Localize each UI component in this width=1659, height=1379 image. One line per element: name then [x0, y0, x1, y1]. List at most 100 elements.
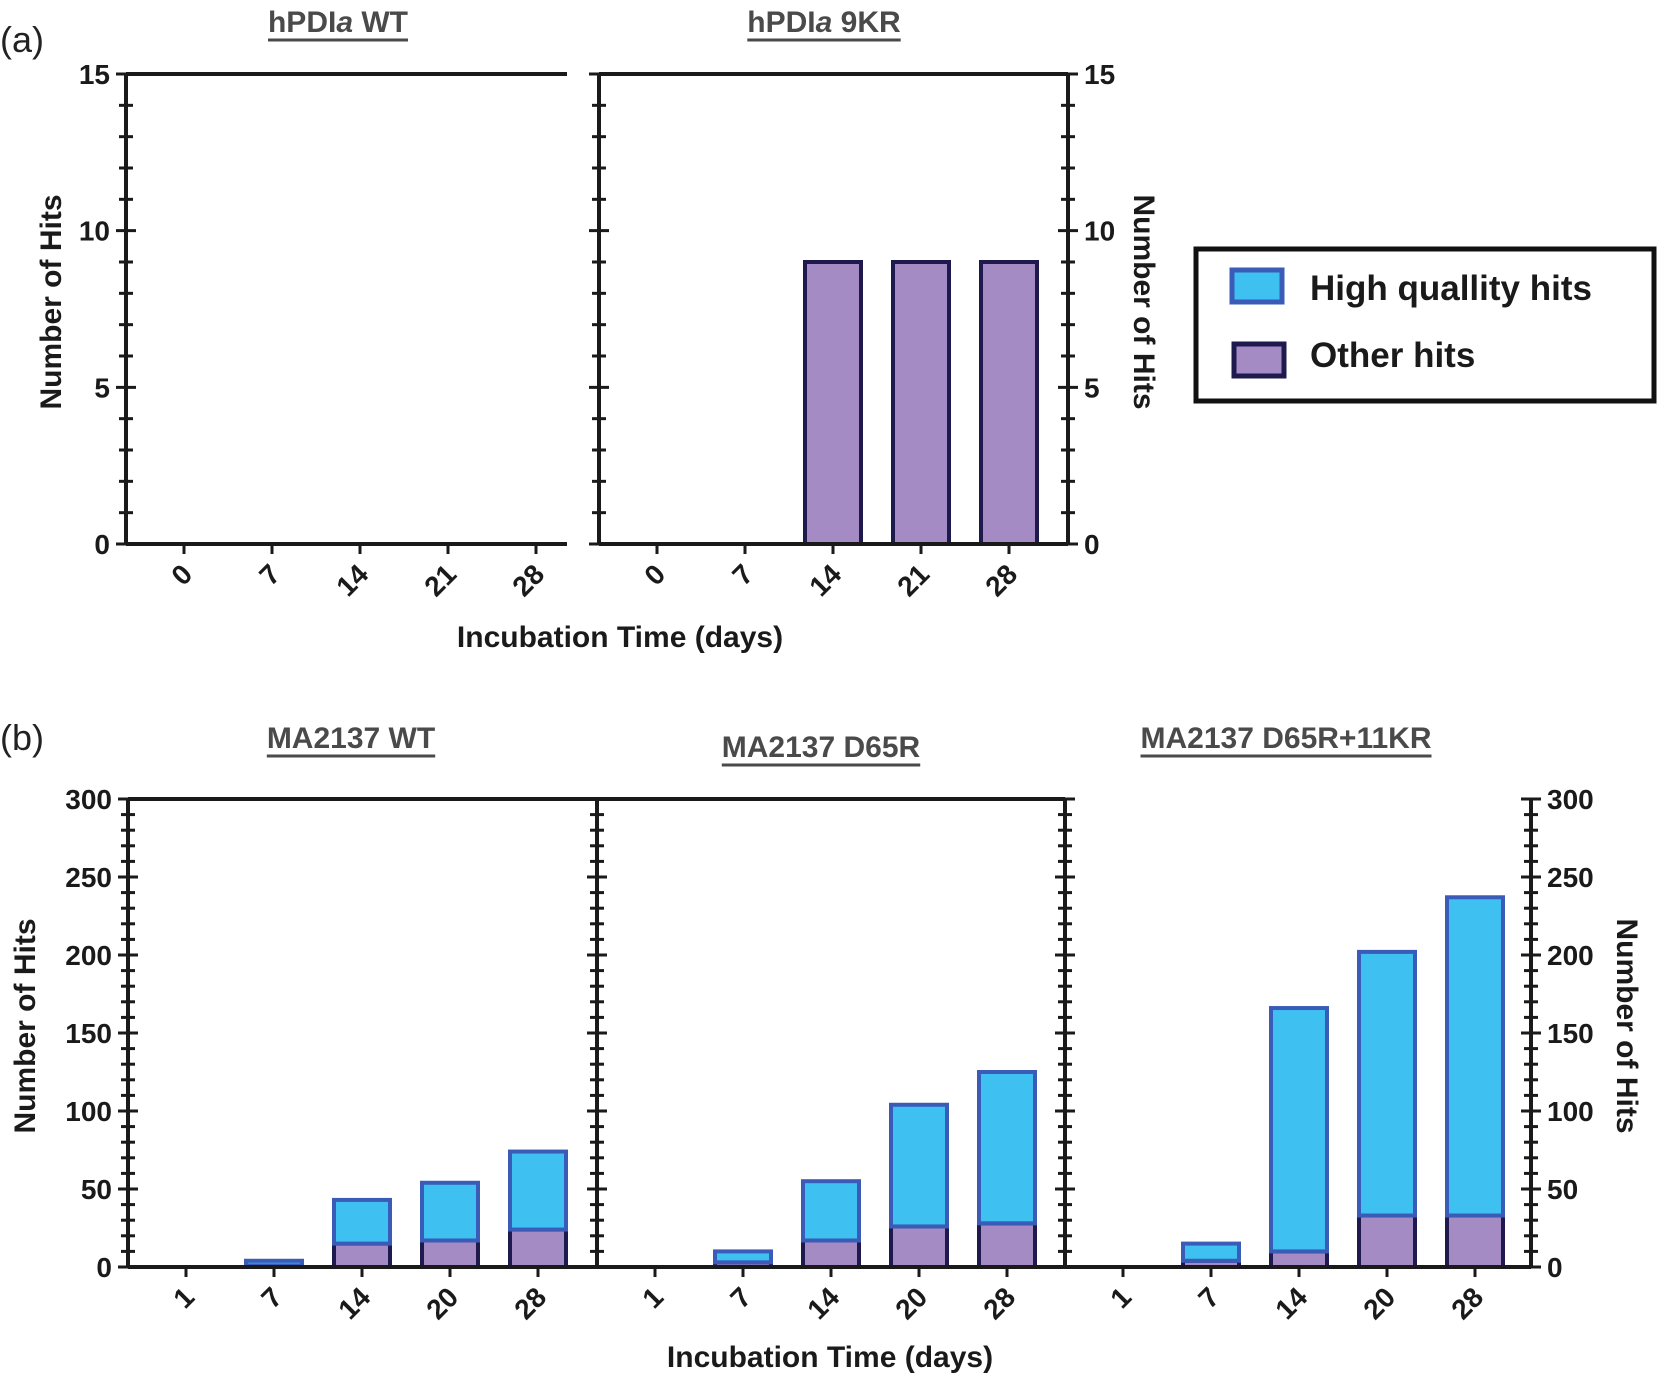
bar-other-hits — [801, 1238, 861, 1269]
x-tick-label: 20 — [420, 1281, 464, 1325]
x-tick-label: 0 — [165, 558, 198, 591]
bar-other-hits — [977, 1221, 1037, 1269]
chart-panel-4: MA2137 D65R+11KR 1 7 14 20 28 0 50 100 150 200 250 3… — [1055, 722, 1594, 1325]
x-tick-label: 21 — [418, 558, 462, 602]
y-axis-label-a-left: Number of Hits — [35, 194, 68, 409]
y-tick-label: 0 — [1547, 1252, 1563, 1283]
bar-high-quality-hits — [1445, 895, 1505, 1218]
x-tick-label: 28 — [1445, 1281, 1489, 1325]
bar-high-quality-hits — [977, 1070, 1037, 1226]
bar-other-hits — [1445, 1213, 1505, 1270]
chart-title-part: WT — [353, 6, 408, 39]
bar-other-hits — [1269, 1249, 1329, 1270]
bar-other-hits — [979, 260, 1039, 546]
x-tick-label: 0 — [638, 558, 671, 591]
bar-high-quality-hits — [244, 1258, 304, 1268]
bar-other-hits — [803, 260, 863, 546]
legend: High quallity hits Other hits — [1193, 246, 1657, 404]
chart-panel-0: hPDIa WT 0 7 14 21 28 0 5 10 15 — [79, 6, 567, 602]
y-tick-label: 0 — [96, 1252, 112, 1283]
bar-high-quality-hits — [801, 1179, 861, 1243]
y-tick-label: 10 — [1084, 216, 1115, 247]
x-axis-label-b: Incubation Time (days) — [667, 1341, 993, 1374]
chart-title-part: hPDI — [268, 6, 336, 39]
chart-title: MA2137 D65R+11KR — [1141, 722, 1432, 755]
bar-other-hits — [891, 260, 951, 546]
legend-swatch-high — [1229, 267, 1285, 305]
chart-title-part: a — [816, 6, 833, 39]
y-tick-label: 50 — [81, 1174, 112, 1205]
bar-other-hits — [332, 1241, 392, 1269]
x-tick-label: 14 — [1269, 1281, 1313, 1325]
x-tick-label: 20 — [1357, 1281, 1401, 1325]
chart-title: MA2137 WT — [267, 722, 435, 755]
y-tick-label: 100 — [1547, 1096, 1594, 1127]
bar-other-hits — [508, 1227, 568, 1270]
chart-panel-1: hPDIa 9KR 0 7 14 21 28 0 5 10 15 — [589, 6, 1115, 602]
y-tick-label: 300 — [65, 784, 112, 815]
chart-title: hPDIa 9KR — [747, 6, 901, 39]
chart-title-part: hPDI — [747, 6, 815, 39]
y-axis-label-b-right: Number of Hits — [1610, 918, 1643, 1133]
chart-panel-3: MA2137 D65R 1 7 14 20 28 — [587, 731, 1065, 1325]
bar-other-hits — [1357, 1213, 1417, 1270]
y-tick-label: 150 — [65, 1018, 112, 1049]
x-tick-label: 7 — [726, 558, 759, 591]
x-tick-label: 1 — [1104, 1281, 1137, 1314]
legend-label-high: High quallity hits — [1310, 269, 1592, 308]
y-tick-label: 200 — [1547, 940, 1594, 971]
x-tick-label: 21 — [891, 558, 935, 602]
bar-high-quality-hits — [1181, 1241, 1241, 1263]
x-tick-label: 28 — [979, 558, 1023, 602]
x-tick-label: 14 — [330, 558, 374, 602]
chart-panel-2: MA2137 WT 1 7 14 20 28 0 50 100 150 200 250 300 — [65, 722, 597, 1325]
x-tick-label: 28 — [506, 558, 550, 602]
chart-title-part: 9KR — [832, 6, 901, 39]
x-tick-label: 7 — [255, 1281, 288, 1314]
y-axis-label-a-right: Number of Hits — [1127, 194, 1160, 409]
y-tick-label: 0 — [1084, 529, 1100, 560]
y-tick-label: 300 — [1547, 784, 1594, 815]
panel-label-a: (a) — [0, 19, 44, 60]
x-tick-label: 14 — [803, 558, 847, 602]
x-tick-label: 7 — [724, 1281, 757, 1314]
y-axis-label-b-left: Number of Hits — [9, 918, 42, 1133]
x-tick-label: 1 — [636, 1281, 669, 1314]
bar-high-quality-hits — [889, 1102, 949, 1229]
bar-high-quality-hits — [713, 1249, 773, 1265]
y-tick-label: 15 — [79, 59, 110, 90]
x-tick-label: 28 — [508, 1281, 552, 1325]
x-tick-label: 28 — [977, 1281, 1021, 1325]
panel-label-b: (b) — [0, 717, 44, 758]
y-tick-label: 5 — [1084, 372, 1100, 403]
bar-high-quality-hits — [420, 1180, 480, 1243]
y-tick-label: 100 — [65, 1096, 112, 1127]
y-tick-label: 200 — [65, 940, 112, 971]
y-tick-label: 250 — [65, 862, 112, 893]
bar-high-quality-hits — [508, 1149, 568, 1232]
y-tick-label: 0 — [94, 529, 110, 560]
x-axis-label-a: Incubation Time (days) — [457, 621, 783, 654]
bar-high-quality-hits — [1269, 1006, 1329, 1254]
legend-swatch-other — [1231, 341, 1287, 379]
y-tick-label: 50 — [1547, 1174, 1578, 1205]
bar-high-quality-hits — [1357, 949, 1417, 1218]
y-tick-label: 5 — [94, 372, 110, 403]
x-tick-label: 14 — [801, 1281, 845, 1325]
x-tick-label: 7 — [1192, 1281, 1225, 1314]
x-tick-label: 14 — [332, 1281, 376, 1325]
y-tick-label: 10 — [79, 216, 110, 247]
y-tick-label: 150 — [1547, 1018, 1594, 1049]
x-tick-label: 7 — [253, 558, 286, 591]
chart-title: MA2137 D65R — [722, 731, 921, 764]
bar-other-hits — [889, 1224, 949, 1269]
legend-label-other: Other hits — [1310, 336, 1475, 375]
chart-title: hPDIa WT — [268, 6, 408, 39]
bar-other-hits — [420, 1238, 480, 1269]
x-tick-label: 20 — [889, 1281, 933, 1325]
y-tick-label: 250 — [1547, 862, 1594, 893]
bar-high-quality-hits — [332, 1197, 392, 1246]
chart-title-part: a — [336, 6, 353, 39]
y-tick-label: 15 — [1084, 59, 1115, 90]
